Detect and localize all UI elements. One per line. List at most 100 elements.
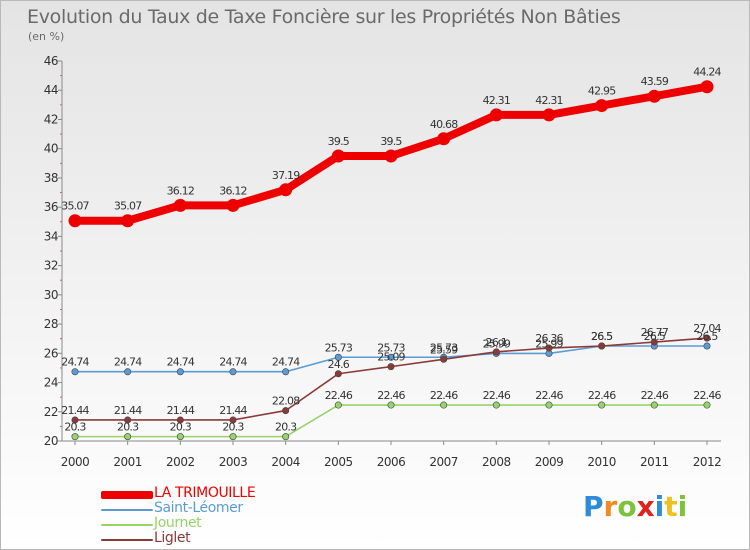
data-label: 22.08 (272, 395, 300, 408)
data-point (173, 198, 187, 212)
data-label: 39.5 (328, 135, 350, 148)
data-label: 36.12 (219, 184, 247, 197)
data-point (650, 401, 658, 409)
y-tick-label: 32 (44, 259, 58, 273)
data-label: 25.99 (483, 337, 511, 350)
data-point (176, 416, 184, 424)
data-label: 22.46 (588, 389, 616, 402)
data-label: 25.99 (535, 337, 563, 350)
data-point (279, 183, 293, 197)
data-label: 27.04 (693, 322, 721, 335)
y-tick-label: 24 (44, 376, 58, 390)
data-point (437, 132, 451, 146)
data-label: 35.07 (114, 200, 142, 213)
legend-label: LA TRIMOUILLE (154, 485, 256, 501)
data-point (282, 407, 290, 415)
data-point (124, 416, 132, 424)
legend-swatch (101, 509, 153, 511)
data-label: 26.36 (535, 332, 563, 345)
data-label: 20.3 (117, 421, 139, 434)
data-label: 42.31 (483, 94, 511, 107)
data-point (282, 368, 290, 376)
data-labels-layer: 35.07 35.07 36.12 36.12 37.19 39.5 39.5 40.68 42… (61, 66, 722, 434)
legend-label: Saint-Léomer (154, 500, 243, 516)
data-point (229, 433, 237, 441)
data-label: 24.74 (219, 356, 247, 369)
data-label: 22.46 (377, 389, 405, 402)
data-point (176, 433, 184, 441)
legend-item: Liglet (101, 530, 341, 547)
data-label: 42.95 (588, 85, 616, 98)
data-label: 36.12 (167, 184, 195, 197)
x-tick-label: 2007 (429, 455, 458, 469)
logo-letter: t (664, 490, 678, 523)
data-label: 22.46 (483, 389, 511, 402)
data-label: 24.74 (167, 356, 195, 369)
data-point (334, 370, 342, 378)
data-point (542, 108, 556, 122)
data-point (700, 80, 714, 94)
data-label: 26.1 (486, 336, 507, 349)
data-label: 24.6 (328, 358, 350, 371)
data-point (384, 149, 398, 163)
data-point (124, 433, 132, 441)
y-tick-label: 30 (44, 288, 58, 302)
data-label: 26.5 (644, 330, 666, 343)
data-point (545, 401, 553, 409)
data-point (176, 368, 184, 376)
logo-letter: P (583, 490, 604, 523)
data-point (703, 401, 711, 409)
legend-swatch (101, 539, 153, 541)
data-label: 22.46 (325, 389, 353, 402)
x-tick-label: 2004 (271, 455, 300, 469)
data-label: 25.59 (430, 343, 458, 356)
legend-swatch (101, 524, 153, 526)
x-tick-label: 2005 (324, 455, 353, 469)
data-label: 40.68 (430, 118, 458, 131)
data-label: 22.46 (535, 389, 563, 402)
data-label: 22.46 (693, 389, 721, 402)
data-point (440, 401, 448, 409)
legend: LA TRIMOUILLE Saint-Léomer Journet Liglet (101, 485, 341, 547)
data-point (71, 433, 79, 441)
series-liglet (71, 334, 711, 424)
y-tick-label: 34 (44, 229, 58, 243)
y-tick-label: 44 (44, 83, 58, 97)
data-point (492, 348, 500, 356)
y-tick-label: 42 (44, 112, 58, 126)
data-label: 21.44 (61, 404, 89, 417)
data-label: 26.5 (591, 330, 613, 343)
data-point (489, 108, 503, 122)
data-point (331, 149, 345, 163)
data-label: 21.44 (167, 404, 195, 417)
data-point (703, 334, 711, 342)
data-label: 42.31 (535, 94, 563, 107)
data-label: 43.59 (641, 75, 669, 88)
data-label: 35.07 (61, 200, 89, 213)
data-point (387, 363, 395, 371)
logo-letter: r (603, 490, 618, 523)
axes: 20 22 24 26 28 30 32 34 36 38 40 42 44 46 2000 2001 2002… (44, 54, 722, 469)
data-label: 26.5 (591, 330, 613, 343)
logo-letter: o (617, 490, 637, 523)
data-point (334, 353, 342, 361)
x-tick-label: 2001 (113, 455, 142, 469)
y-unit-label: (en %) (28, 30, 65, 43)
data-label: 20.3 (222, 421, 244, 434)
data-point (598, 342, 606, 350)
data-label: 24.74 (272, 356, 300, 369)
data-label: 25.73 (430, 341, 458, 354)
data-label: 26.5 (696, 330, 718, 343)
data-point (71, 368, 79, 376)
data-label: 24.74 (61, 356, 89, 369)
y-tick-label: 40 (44, 142, 58, 156)
data-point (71, 416, 79, 424)
y-tick-label: 20 (44, 434, 58, 448)
data-point (492, 401, 500, 409)
series-layer (68, 80, 714, 441)
data-point (703, 342, 711, 350)
x-tick-label: 2002 (166, 455, 195, 469)
data-label: 20.3 (275, 421, 297, 434)
